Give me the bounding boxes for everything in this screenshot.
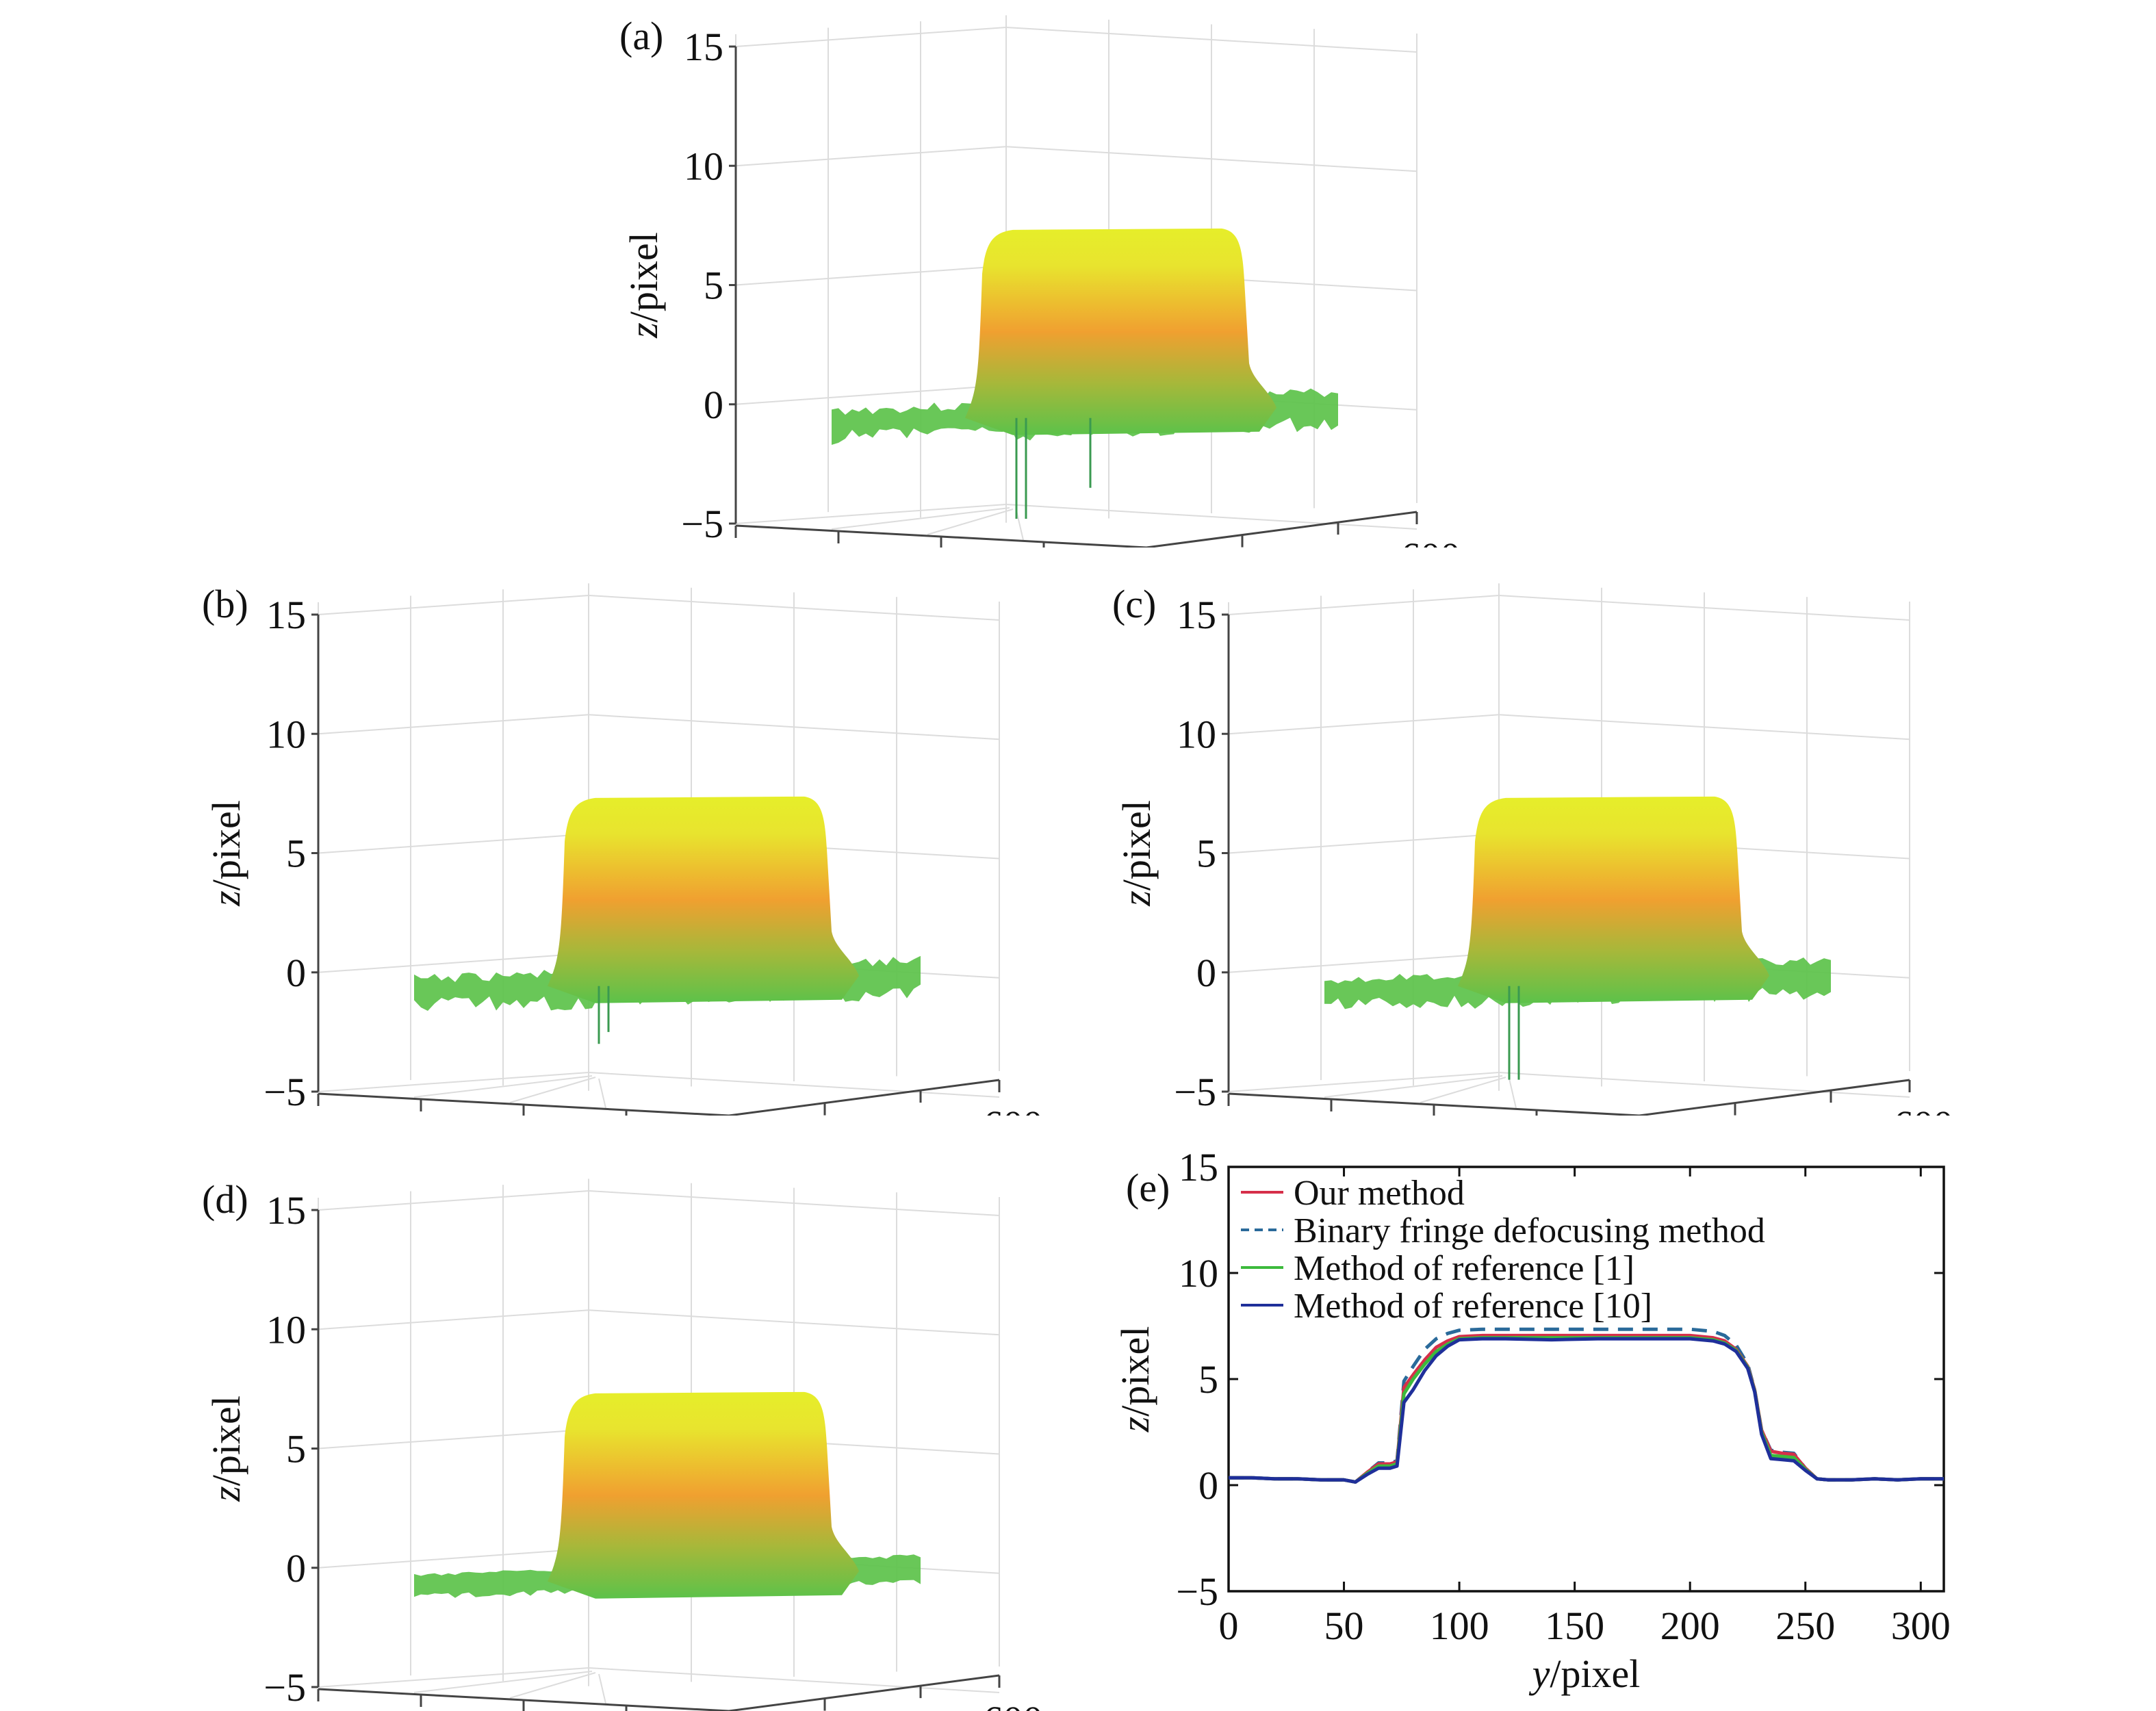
x-axis-line <box>1639 1079 1910 1116</box>
z-tick-label: 15 <box>266 593 306 637</box>
x-tick-label: 400 <box>1309 545 1368 548</box>
x-tick-label: 400 <box>891 1113 951 1116</box>
floor-grid-line <box>831 507 1010 530</box>
z-tick-label: 10 <box>266 712 306 756</box>
surface-plot-c: 151050−5(c)z/pixel4003002001000200400600… <box>1112 582 1953 1116</box>
z-axis-label: z/pixel <box>621 232 666 339</box>
y-tick-label: 10 <box>1179 1251 1218 1296</box>
x-axis-line <box>728 1079 1000 1116</box>
floor-grid-line <box>598 1673 606 1704</box>
floor-grid-line <box>1420 1077 1506 1103</box>
z-tick-label: −5 <box>264 1665 306 1710</box>
surface-plateau <box>1458 796 1769 1003</box>
x-tick-label: 100 <box>1430 1604 1489 1648</box>
x-axis-label: y/pixel <box>1529 1651 1641 1696</box>
legend-label: Method of reference [1] <box>1294 1249 1634 1288</box>
z-tick-label: 10 <box>684 144 723 188</box>
grid-line-horizontal <box>1228 594 1910 621</box>
panel-label: (a) <box>619 14 663 58</box>
z-tick-label: −5 <box>681 502 723 546</box>
grid-line-horizontal <box>735 26 1417 53</box>
grid-line-horizontal <box>318 1309 1000 1336</box>
x-tick-label: 400 <box>1801 1113 1861 1116</box>
z-tick-label: 10 <box>1177 712 1216 756</box>
z-tick-label: 5 <box>704 263 723 308</box>
x-tick-label: 300 <box>1891 1604 1951 1648</box>
z-tick-label: 0 <box>286 1546 306 1591</box>
series-line-our-method <box>1229 1333 1944 1484</box>
panel-label: (b) <box>202 582 248 626</box>
z-tick-label: 5 <box>286 832 306 876</box>
surface-plot-b: 151050−5(b)z/pixel4003002001000200400600… <box>202 582 1043 1116</box>
grid-line-horizontal <box>1228 714 1910 741</box>
floor-grid-line <box>598 1078 606 1109</box>
grid-line-horizontal <box>318 594 1000 621</box>
surface-plateau <box>965 228 1276 435</box>
z-tick-label: 0 <box>286 951 306 995</box>
x-tick-label: 50 <box>1324 1604 1364 1648</box>
y-axis-label: z/pixel <box>1113 1326 1157 1433</box>
y-tick-label: −5 <box>1176 1569 1218 1614</box>
series-line-method-of-reference-10 <box>1229 1337 1944 1484</box>
grid-line-horizontal <box>1228 1071 1910 1098</box>
z-axis-label: z/pixel <box>204 800 248 907</box>
x-axis-line <box>1146 511 1417 548</box>
y-tick-label: 15 <box>1179 1150 1218 1189</box>
floor-grid-line <box>927 509 1014 535</box>
surface-plateau <box>548 796 859 1003</box>
x-tick-label: 0 <box>1219 1604 1239 1648</box>
grid-line-horizontal <box>318 1189 1000 1216</box>
x-tick-label: 600 <box>984 1103 1043 1116</box>
x-tick-label: 250 <box>1775 1604 1835 1648</box>
z-tick-label: 5 <box>286 1427 306 1471</box>
z-tick-label: 15 <box>1177 593 1216 637</box>
floor-grid-line <box>1509 1078 1517 1109</box>
floor-grid-line <box>413 1075 593 1098</box>
z-tick-label: 10 <box>266 1307 306 1352</box>
z-tick-label: 15 <box>266 1188 306 1233</box>
series-line-method-of-reference-1 <box>1229 1336 1944 1484</box>
grid-line-horizontal <box>318 1071 1000 1098</box>
x-tick-label: 400 <box>891 1708 951 1711</box>
floor-grid-line <box>509 1672 596 1699</box>
legend-label: Our method <box>1294 1174 1465 1213</box>
y-tick-label: 0 <box>1198 1463 1218 1508</box>
z-tick-label: 0 <box>704 383 723 427</box>
series-line-binary-fringe-defocusing-method <box>1229 1327 1944 1484</box>
grid-line-horizontal <box>318 1667 1000 1693</box>
z-axis-label: z/pixel <box>204 1395 248 1502</box>
z-tick-label: −5 <box>1174 1070 1216 1114</box>
grid-line-horizontal <box>735 503 1417 530</box>
panel-label: (e) <box>1126 1166 1170 1210</box>
x-tick-label: 600 <box>1894 1103 1953 1116</box>
floor-grid-line <box>1324 1075 1503 1098</box>
x-axis-line <box>728 1674 1000 1711</box>
x-tick-label: 600 <box>1401 535 1461 548</box>
z-tick-label: 5 <box>1196 832 1216 876</box>
x-tick-label: 150 <box>1545 1604 1604 1648</box>
floor-grid-line <box>509 1077 596 1103</box>
panel-label: (d) <box>202 1177 248 1222</box>
z-axis-label: z/pixel <box>1114 800 1159 907</box>
floor-grid-line <box>413 1671 593 1693</box>
line-chart-e: 0 50 100 150 200 250 300−5051015(e)y/pixelz/pi… <box>1113 1150 1951 1696</box>
y-tick-label: 5 <box>1198 1357 1218 1402</box>
z-tick-label: 0 <box>1196 951 1216 995</box>
legend-label: Binary fringe defocusing method <box>1294 1211 1765 1250</box>
grid-line-horizontal <box>318 714 1000 741</box>
grid-line-horizontal <box>735 146 1417 172</box>
x-tick-label: 200 <box>1660 1604 1720 1648</box>
z-tick-label: −5 <box>264 1070 306 1114</box>
surface-plot-a: 151050−5(a)z/pixel4003002001000200400600… <box>619 14 1461 548</box>
surface-plateau <box>548 1391 859 1599</box>
floor-grid-line <box>1016 510 1024 541</box>
z-tick-label: 15 <box>684 25 723 69</box>
panel-label: (c) <box>1112 582 1156 626</box>
legend-label: Method of reference [10] <box>1294 1287 1652 1326</box>
surface-plot-d: 151050−5(d)z/pixel4003002001000200400600… <box>202 1177 1043 1711</box>
